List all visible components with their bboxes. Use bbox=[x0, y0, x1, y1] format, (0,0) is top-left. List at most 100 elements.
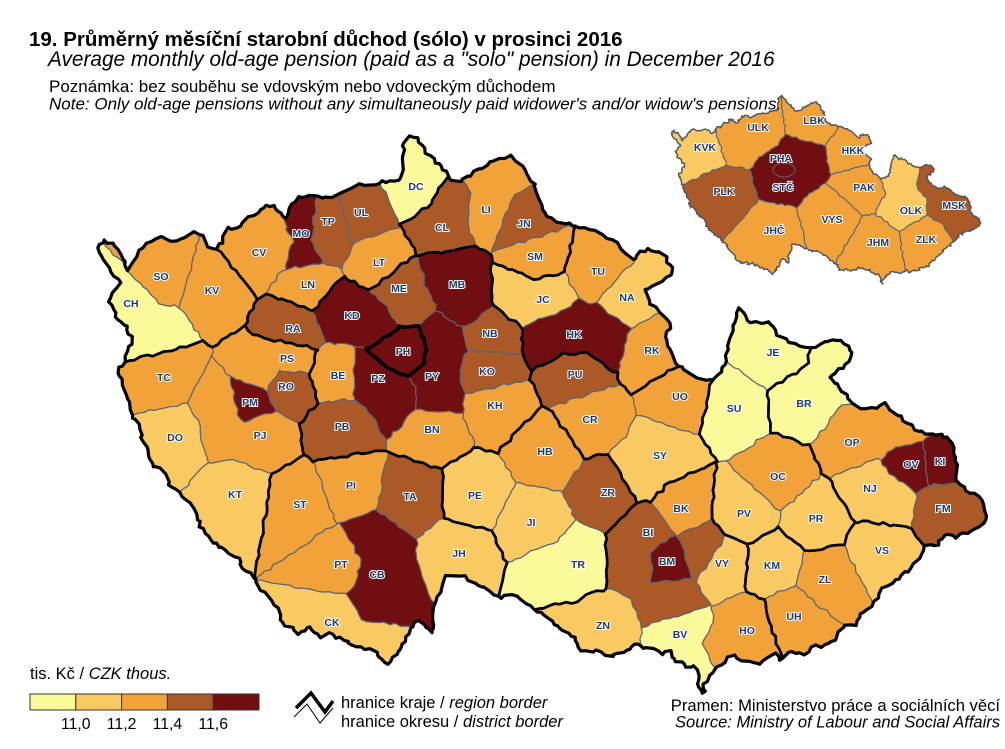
svg-text:RO: RO bbox=[278, 381, 294, 393]
svg-text:CK: CK bbox=[324, 617, 340, 629]
svg-text:TC: TC bbox=[157, 372, 171, 384]
svg-text:PE: PE bbox=[468, 490, 482, 502]
svg-text:HB: HB bbox=[537, 446, 553, 458]
svg-text:OV: OV bbox=[903, 459, 918, 471]
svg-text:CL: CL bbox=[435, 222, 450, 234]
svg-text:PR: PR bbox=[809, 513, 824, 525]
svg-text:SO: SO bbox=[153, 271, 168, 283]
svg-text:UH: UH bbox=[786, 611, 801, 623]
svg-text:Average monthly old-age pensio: Average monthly old-age pension (paid as… bbox=[46, 48, 775, 71]
svg-text:ZL: ZL bbox=[819, 574, 832, 586]
svg-text:UO: UO bbox=[672, 391, 688, 403]
svg-text:19. Průměrný měsíční starobní: 19. Průměrný měsíční starobní důchod (só… bbox=[29, 28, 623, 51]
svg-text:Note: Only old-age pensions wi: Note: Only old-age pensions without any … bbox=[49, 95, 781, 114]
svg-text:PV: PV bbox=[737, 508, 751, 520]
svg-text:KO: KO bbox=[479, 366, 495, 378]
svg-text:BV: BV bbox=[673, 629, 688, 641]
svg-text:JE: JE bbox=[767, 347, 780, 359]
svg-text:FM: FM bbox=[935, 503, 950, 515]
svg-text:RA: RA bbox=[285, 323, 301, 335]
svg-text:PU: PU bbox=[568, 369, 583, 381]
svg-text:hranice kraje / region border: hranice kraje / region border bbox=[341, 694, 549, 712]
svg-text:HKK: HKK bbox=[842, 145, 865, 157]
svg-text:DC: DC bbox=[408, 181, 424, 193]
svg-text:CR: CR bbox=[582, 414, 598, 426]
svg-text:KI: KI bbox=[935, 456, 946, 468]
svg-text:ZR: ZR bbox=[601, 487, 615, 499]
svg-text:NJ: NJ bbox=[863, 483, 877, 495]
svg-text:SY: SY bbox=[653, 450, 667, 462]
svg-text:PLK: PLK bbox=[714, 186, 735, 198]
svg-text:PAK: PAK bbox=[853, 182, 875, 194]
svg-text:DO: DO bbox=[167, 432, 183, 444]
svg-text:BN: BN bbox=[424, 424, 439, 436]
svg-text:PM: PM bbox=[242, 397, 258, 409]
svg-text:NB: NB bbox=[482, 328, 498, 340]
svg-text:JC: JC bbox=[536, 294, 550, 306]
svg-text:TA: TA bbox=[403, 491, 417, 503]
svg-text:UL: UL bbox=[354, 207, 369, 219]
svg-text:tis. Kč / CZK thous.: tis. Kč / CZK thous. bbox=[30, 665, 171, 683]
svg-text:CH: CH bbox=[123, 298, 138, 310]
svg-text:PJ: PJ bbox=[254, 430, 267, 442]
svg-text:hranice okresu / district bord: hranice okresu / district border bbox=[341, 713, 564, 731]
svg-text:SU: SU bbox=[727, 403, 742, 415]
svg-text:LI: LI bbox=[481, 204, 490, 216]
svg-text:MB: MB bbox=[449, 279, 466, 291]
svg-text:RK: RK bbox=[644, 345, 660, 357]
svg-text:ZLK: ZLK bbox=[916, 234, 937, 246]
svg-text:11,6: 11,6 bbox=[198, 716, 228, 733]
svg-text:LBK: LBK bbox=[803, 115, 825, 127]
svg-text:OLK: OLK bbox=[900, 205, 923, 217]
svg-text:PI: PI bbox=[346, 480, 356, 492]
svg-text:ST: ST bbox=[293, 499, 307, 511]
svg-text:11,0: 11,0 bbox=[61, 716, 91, 733]
svg-text:TU: TU bbox=[591, 266, 605, 278]
svg-text:BI: BI bbox=[643, 527, 654, 539]
svg-text:PH: PH bbox=[396, 346, 411, 358]
svg-text:PZ: PZ bbox=[371, 373, 385, 385]
svg-text:JHM: JHM bbox=[867, 237, 889, 249]
svg-text:LN: LN bbox=[301, 279, 315, 291]
svg-text:JH: JH bbox=[452, 548, 465, 560]
svg-text:VYS: VYS bbox=[821, 214, 842, 226]
svg-text:LT: LT bbox=[373, 257, 386, 269]
svg-text:JN: JN bbox=[517, 218, 530, 230]
svg-text:BR: BR bbox=[796, 398, 812, 410]
svg-text:VS: VS bbox=[875, 545, 889, 557]
svg-text:KVK: KVK bbox=[694, 142, 717, 154]
svg-text:PS: PS bbox=[280, 353, 294, 365]
svg-text:VY: VY bbox=[715, 558, 729, 570]
svg-text:Source: Ministry of Labour and: Source: Ministry of Labour and Social Af… bbox=[675, 714, 1000, 732]
svg-text:SM: SM bbox=[527, 251, 543, 263]
svg-text:Poznámka: bez souběhu se vdovs: Poznámka: bez souběhu se vdovským nebo v… bbox=[49, 77, 556, 96]
svg-text:MO: MO bbox=[293, 228, 310, 240]
svg-text:TR: TR bbox=[571, 559, 585, 571]
svg-text:CV: CV bbox=[252, 247, 267, 259]
svg-text:11,4: 11,4 bbox=[153, 716, 183, 733]
svg-text:KV: KV bbox=[205, 285, 220, 297]
svg-text:KD: KD bbox=[344, 310, 360, 322]
svg-text:BM: BM bbox=[659, 556, 676, 568]
svg-text:NA: NA bbox=[619, 292, 635, 304]
svg-text:KH: KH bbox=[487, 400, 502, 412]
svg-text:BE: BE bbox=[331, 370, 346, 382]
svg-text:ME: ME bbox=[391, 283, 407, 295]
svg-text:OP: OP bbox=[844, 437, 859, 449]
svg-text:ULK: ULK bbox=[747, 122, 769, 134]
svg-text:PB: PB bbox=[335, 421, 350, 433]
svg-text:TP: TP bbox=[321, 216, 334, 228]
svg-text:ZN: ZN bbox=[596, 620, 610, 632]
svg-text:HK: HK bbox=[566, 329, 582, 341]
svg-text:PY: PY bbox=[425, 371, 439, 383]
svg-text:KT: KT bbox=[228, 489, 243, 501]
svg-text:11,2: 11,2 bbox=[107, 716, 137, 733]
svg-text:PHA: PHA bbox=[770, 153, 793, 165]
svg-text:PT: PT bbox=[334, 559, 348, 571]
svg-text:JHČ: JHČ bbox=[763, 224, 784, 237]
svg-text:KM: KM bbox=[764, 560, 781, 572]
svg-text:Pramen: Ministerstvo práce a s: Pramen: Ministerstvo práce a sociálních … bbox=[671, 696, 1001, 715]
svg-text:STČ: STČ bbox=[773, 181, 794, 194]
svg-text:BK: BK bbox=[673, 503, 689, 515]
svg-text:CB: CB bbox=[369, 569, 385, 581]
